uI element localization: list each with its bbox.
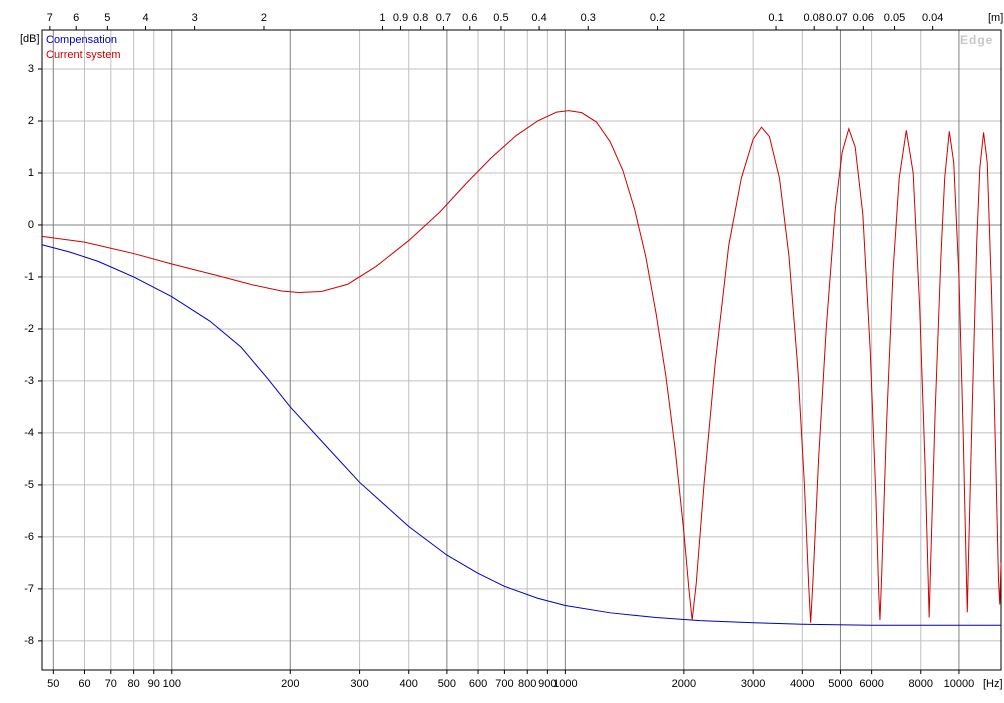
x-tick-label: 3000 xyxy=(741,678,765,690)
x2-tick-label: 0.2 xyxy=(650,12,665,24)
legend-entry: Current system xyxy=(46,49,121,61)
y-tick-label: -5 xyxy=(24,479,34,491)
y-tick-label: -7 xyxy=(24,583,34,595)
x-tick-label: 10000 xyxy=(944,678,975,690)
x2-tick-label: 5 xyxy=(104,12,110,24)
series-line xyxy=(41,244,1001,626)
x2-tick-label: 4 xyxy=(142,12,148,24)
x-tick-label: 6000 xyxy=(859,678,883,690)
x-unit: [Hz] xyxy=(983,678,1003,690)
legend-entry: Compensation xyxy=(46,34,117,46)
x2-tick-label: 0.06 xyxy=(853,12,874,24)
x2-tick-label: 0.7 xyxy=(436,12,451,24)
y-tick-label: -2 xyxy=(24,323,34,335)
x-tick-label: 60 xyxy=(78,678,90,690)
x-tick-label: 1000 xyxy=(553,678,577,690)
x2-tick-label: 0.6 xyxy=(462,12,477,24)
x-tick-label: 80 xyxy=(128,678,140,690)
x-tick-label: 200 xyxy=(281,678,299,690)
x-tick-label: 50 xyxy=(47,678,59,690)
y-tick-label: -3 xyxy=(24,375,34,387)
x2-tick-label: 0.05 xyxy=(884,12,905,24)
x2-tick-label: 1 xyxy=(379,12,385,24)
x-tick-label: 600 xyxy=(469,678,487,690)
series-line xyxy=(41,110,1002,623)
x2-tick-label: 0.3 xyxy=(581,12,596,24)
x2-tick-label: 0.1 xyxy=(768,12,783,24)
watermark: Edge xyxy=(960,33,993,47)
x2-tick-label: 6 xyxy=(73,12,79,24)
y-tick-label: 1 xyxy=(28,167,34,179)
x2-tick-label: 0.8 xyxy=(413,12,428,24)
y-tick-label: 0 xyxy=(28,219,34,231)
x-tick-label: 2000 xyxy=(672,678,696,690)
y-unit: [dB] xyxy=(20,33,40,45)
x-tick-label: 100 xyxy=(163,678,181,690)
y-tick-label: 3 xyxy=(28,63,34,75)
x-tick-label: 700 xyxy=(495,678,513,690)
x-tick-label: 8000 xyxy=(909,678,933,690)
x-tick-label: 400 xyxy=(400,678,418,690)
x2-unit: [m] xyxy=(988,12,1003,24)
x-tick-label: 900 xyxy=(538,678,556,690)
x2-tick-label: 2 xyxy=(261,12,267,24)
y-tick-label: -4 xyxy=(24,427,34,439)
x2-tick-label: 3 xyxy=(192,12,198,24)
x2-tick-label: 0.08 xyxy=(803,12,824,24)
x-tick-label: 500 xyxy=(438,678,456,690)
x-tick-label: 70 xyxy=(105,678,117,690)
x2-tick-label: 0.4 xyxy=(531,12,546,24)
y-tick-label: 2 xyxy=(28,115,34,127)
x-tick-label: 4000 xyxy=(790,678,814,690)
y-tick-label: -8 xyxy=(24,635,34,647)
x2-tick-label: 7 xyxy=(47,12,53,24)
x2-tick-label: 0.07 xyxy=(826,12,847,24)
plot-border xyxy=(41,29,1002,671)
x-tick-label: 300 xyxy=(350,678,368,690)
x-tick-label: 800 xyxy=(518,678,536,690)
y-tick-label: -6 xyxy=(24,531,34,543)
x2-tick-label: 0.04 xyxy=(922,12,943,24)
y-tick-label: -1 xyxy=(24,271,34,283)
x2-tick-label: 0.9 xyxy=(393,12,408,24)
x-tick-label: 90 xyxy=(148,678,160,690)
x-tick-label: 5000 xyxy=(828,678,852,690)
x2-tick-label: 0.5 xyxy=(493,12,508,24)
